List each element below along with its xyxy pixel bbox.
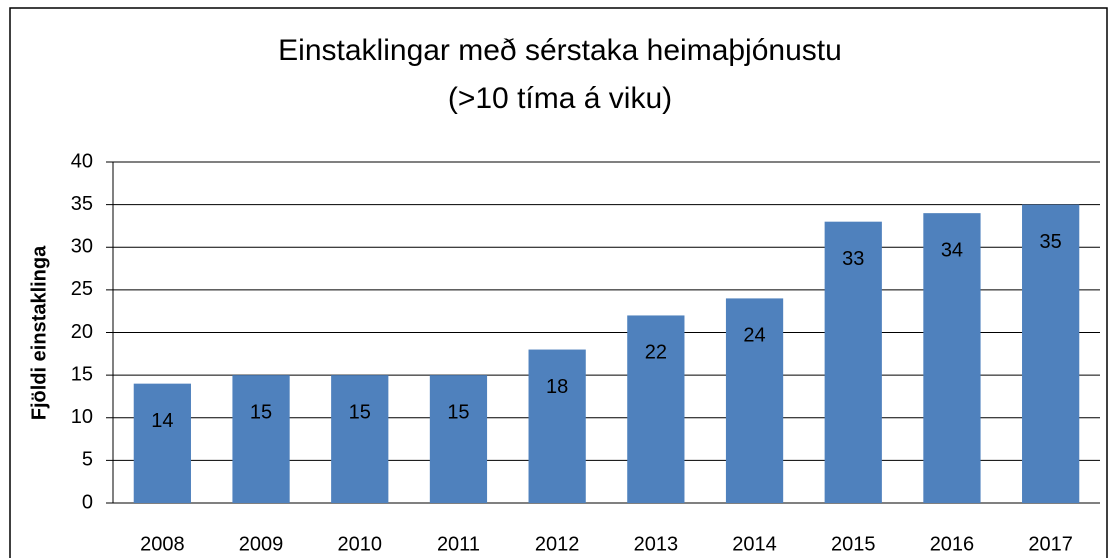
data-label: 34 bbox=[941, 239, 963, 261]
y-tick-label: 25 bbox=[71, 278, 93, 300]
bar bbox=[133, 383, 191, 503]
x-tick-label: 2016 bbox=[930, 533, 975, 555]
x-tick-label: 2010 bbox=[338, 533, 383, 555]
bar bbox=[725, 298, 784, 503]
y-axis-label: Fjöldi einstaklinga bbox=[28, 245, 50, 420]
bar bbox=[429, 375, 488, 503]
bar bbox=[1022, 204, 1080, 503]
y-tick-label: 20 bbox=[71, 321, 93, 343]
y-tick-label: 10 bbox=[71, 406, 93, 428]
x-tick-label: 2015 bbox=[831, 533, 876, 555]
x-tick-label: 2017 bbox=[1028, 533, 1073, 555]
y-tick-label: 5 bbox=[82, 449, 93, 471]
data-label: 22 bbox=[645, 342, 667, 364]
chart-frame bbox=[9, 7, 1108, 558]
data-label: 24 bbox=[743, 325, 765, 347]
bar bbox=[528, 349, 586, 503]
x-tick-label: 2012 bbox=[535, 533, 580, 555]
bar bbox=[331, 375, 389, 503]
x-tick-label: 2013 bbox=[634, 533, 679, 555]
data-label: 33 bbox=[842, 248, 864, 270]
x-tick-label: 2011 bbox=[437, 533, 480, 555]
x-tick-label: 2009 bbox=[239, 533, 284, 555]
data-label: 15 bbox=[447, 401, 469, 423]
data-label: 18 bbox=[546, 376, 568, 398]
bar bbox=[923, 213, 981, 503]
y-tick-label: 30 bbox=[71, 236, 93, 258]
x-tick-label: 2014 bbox=[732, 533, 777, 555]
data-label: 35 bbox=[1040, 231, 1062, 253]
data-label: 15 bbox=[349, 401, 371, 423]
bar bbox=[232, 375, 290, 503]
bar bbox=[627, 315, 685, 503]
data-label: 14 bbox=[151, 410, 173, 432]
chart-title: Einstaklingar með sérstaka heimaþjónustu bbox=[278, 34, 842, 67]
bar bbox=[824, 221, 882, 504]
data-label: 15 bbox=[250, 401, 272, 423]
chart-subtitle: (>10 tíma á viku) bbox=[448, 82, 672, 115]
y-tick-label: 40 bbox=[71, 150, 93, 172]
y-tick-label: 0 bbox=[82, 491, 93, 513]
x-tick-label: 2008 bbox=[140, 533, 185, 555]
y-tick-label: 35 bbox=[71, 193, 93, 215]
y-tick-label: 15 bbox=[71, 363, 93, 385]
